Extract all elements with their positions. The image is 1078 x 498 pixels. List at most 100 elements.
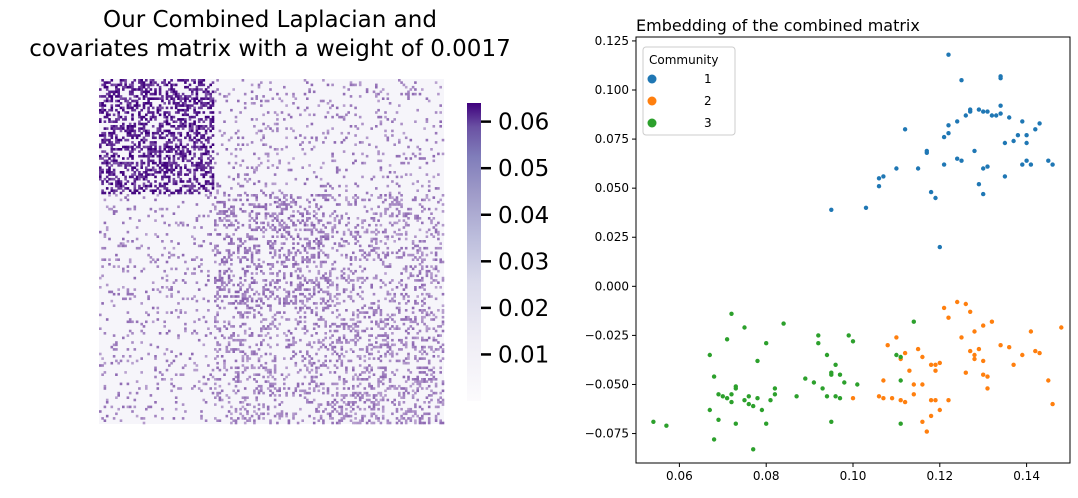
heatmap-cell [407,318,410,321]
heatmap-cell [174,111,178,114]
heatmap-cell [177,145,180,149]
heatmap-cell [296,219,300,222]
heatmap-cell [142,171,146,174]
heatmap-cell [411,414,415,418]
scatter-point-community-1 [941,162,947,167]
heatmap-cell [124,111,127,114]
heatmap-cell [220,279,224,282]
heatmap-cell [170,141,173,144]
heatmap-cell [204,90,208,94]
heatmap-cell [404,361,408,365]
heatmap-cell [338,421,341,425]
heatmap-cell [119,182,123,186]
heatmap-cell [112,355,116,358]
heatmap-cell [147,184,150,188]
heatmap-cell [197,166,201,169]
scatter-point-community-3 [742,398,747,403]
heatmap-cell [421,352,424,356]
heatmap-cell [269,382,272,386]
heatmap-cell [216,378,219,381]
heatmap-cell [99,104,102,107]
heatmap-cell [276,295,279,298]
heatmap-cell [402,226,406,229]
heatmap-cell [363,198,367,202]
heatmap-cell [253,378,256,381]
heatmap-cell [225,219,229,222]
heatmap-cell [292,394,295,397]
scatter-point-community-3 [816,333,821,338]
heatmap-cell [149,184,153,188]
heatmap-cell [156,345,160,349]
heatmap-cell [398,419,401,422]
heatmap-cell [303,223,307,227]
heatmap-cell [241,143,245,146]
heatmap-cell [140,173,143,176]
heatmap-cell [391,288,394,291]
heatmap-cell [322,309,325,312]
heatmap-cell [349,233,353,236]
heatmap-cell [168,129,171,133]
heatmap-cell [333,371,337,374]
heatmap-cell [225,295,229,298]
heatmap-cell [128,164,132,167]
heatmap-cell [365,230,369,234]
heatmap-cell [246,306,249,310]
heatmap-cell [308,242,311,245]
heatmap-cell [170,118,173,121]
heatmap-cell [110,125,114,128]
heatmap-cell [227,175,231,179]
heatmap-cell [163,182,166,186]
heatmap-cell [283,253,286,257]
heatmap-cell [184,108,187,112]
heatmap-cell [255,343,258,347]
heatmap-cell [262,366,265,370]
heatmap-cell [237,348,240,351]
heatmap-cell [103,136,107,140]
heatmap-cell [255,251,258,255]
heatmap-cell [411,343,415,347]
heatmap-cell [179,311,183,314]
heatmap-cell [184,99,187,103]
heatmap-cell [105,401,109,404]
heatmap-cell [99,154,102,158]
heatmap-cell [402,396,406,399]
heatmap-cell [381,366,385,370]
heatmap-cell [179,141,183,144]
heatmap-cell [260,228,263,232]
heatmap-cell [322,161,325,165]
heatmap-cell [391,355,394,358]
heatmap-cell [234,154,238,158]
heatmap-cell [289,281,293,284]
scatter-point-community-3 [733,384,738,389]
heatmap-cell [117,104,120,107]
heatmap-cell [161,97,164,100]
heatmap-cell [296,283,300,287]
heatmap-cell [391,401,394,404]
heatmap-cell [271,263,275,266]
heatmap-cell [324,320,327,324]
scatter-point-community-3 [651,419,656,424]
heatmap-cell [285,391,288,395]
heatmap-cell [140,79,143,82]
heatmap-cell [377,115,380,119]
heatmap-cell [211,157,215,160]
heatmap-cell [197,125,201,128]
heatmap-cell [140,417,143,420]
heatmap-cell [154,141,157,144]
heatmap-cell [99,352,102,356]
heatmap-cell [273,359,277,363]
heatmap-cell [122,106,125,110]
heatmap-cell [140,322,143,326]
scatter-point-community-1 [1046,158,1051,163]
heatmap-cell [174,106,178,110]
heatmap-cell [115,253,118,257]
heatmap-cell [207,214,210,218]
heatmap-cell [292,237,295,241]
heatmap-cell [110,154,114,158]
heatmap-cell [273,217,277,220]
heatmap-cell [347,228,350,232]
heatmap-cell [126,194,130,197]
heatmap-cell [149,189,153,192]
heatmap-cell [437,281,440,284]
heatmap-cell [101,168,104,172]
